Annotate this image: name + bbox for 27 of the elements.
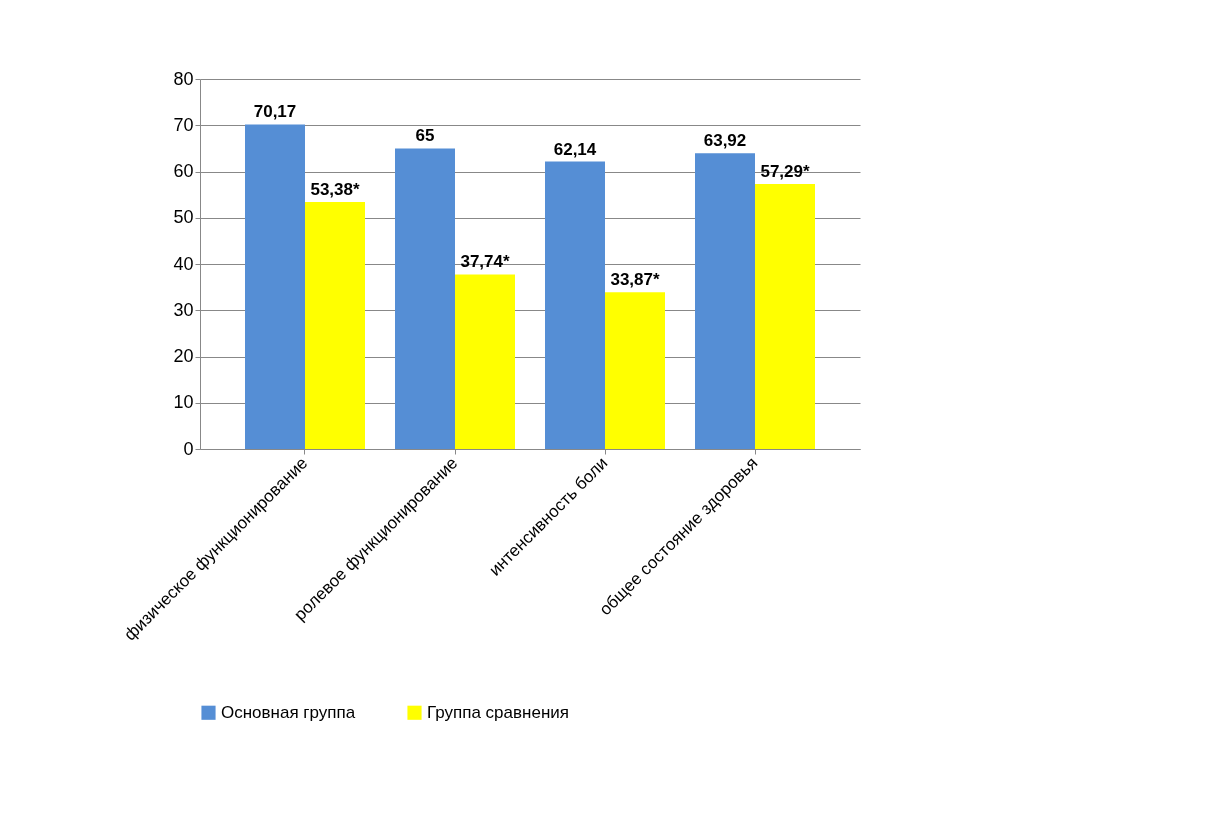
y-tick-label: 80 (173, 68, 194, 89)
y-tick-label: 30 (173, 299, 194, 320)
y-tick-label: 60 (173, 161, 194, 181)
data-label: 70,17 (253, 102, 297, 122)
data-label: 33,87* (610, 270, 660, 290)
data-label: 57,29* (760, 162, 810, 182)
bar (245, 124, 305, 449)
data-label: 62,14 (553, 139, 597, 159)
y-tick-label: 10 (173, 392, 194, 413)
legend-label: Группа сравнения (427, 702, 569, 722)
legend-label: Основная группа (221, 702, 356, 722)
bar (395, 148, 455, 449)
bar (305, 202, 365, 449)
bar (545, 161, 605, 449)
y-tick-label: 70 (173, 114, 194, 135)
bar (695, 153, 755, 449)
y-tick-label: 50 (173, 207, 194, 228)
bar (455, 274, 515, 449)
data-label: 65 (415, 126, 435, 146)
bar (605, 292, 665, 449)
bar (755, 184, 815, 449)
data-label: 37,74* (460, 252, 510, 272)
y-tick-label: 0 (183, 438, 194, 459)
data-label: 63,92 (703, 131, 747, 151)
y-tick-label: 20 (173, 346, 194, 366)
y-tick-label: 40 (173, 253, 194, 274)
data-label: 53,38* (310, 180, 360, 200)
